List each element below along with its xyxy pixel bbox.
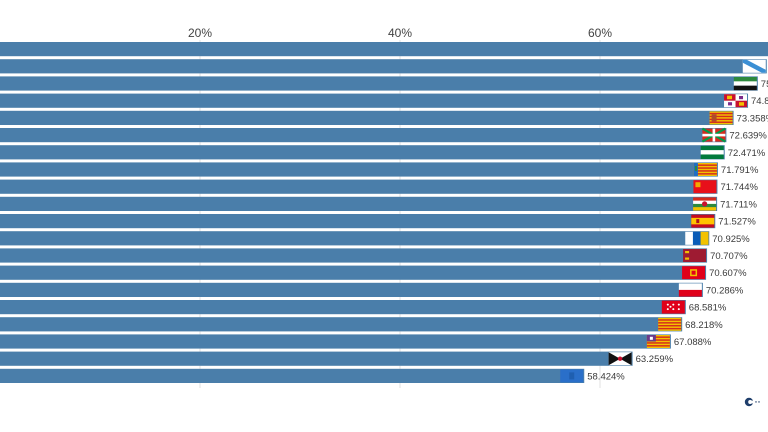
bar-1 [0,42,768,57]
baleares-flag-icon [646,335,670,348]
bar-7 [0,145,725,160]
cantabria-flag-icon [678,283,702,297]
value-label: 72.639% [729,131,767,142]
value-label: 74.803% [751,96,768,107]
bar-16 [0,300,686,315]
x-axis: 20%40%60%80% [188,26,612,40]
madrid-flag-icon [661,300,685,314]
bars [0,42,768,383]
bar-13 [0,248,708,263]
andalucia-flag-icon [700,145,724,159]
ceuta-flag-icon [608,352,632,366]
value-label: 70.286% [706,285,744,296]
castilla-la-mancha-flag-icon [693,180,717,194]
value-labels: 80.097%76.677%75.781%74.803%73.358%72.63… [587,79,768,382]
value-label: 71.527% [718,217,756,228]
value-label: 75.781% [761,79,768,90]
melilla-flag-icon [560,369,584,383]
value-label: 70.607% [709,268,747,279]
cataluna-flag-icon [658,317,682,331]
value-label: 63.259% [636,354,674,365]
bar-18 [0,334,671,349]
navarra-flag-icon [682,266,706,280]
bar-5 [0,110,734,125]
value-label: 68.218% [685,320,723,331]
bar-14 [0,265,707,280]
bar-10 [0,196,718,211]
bar-19 [0,351,633,366]
value-label: 70.707% [710,251,748,262]
bar-12 [0,231,710,246]
la-rioja-flag-icon [693,197,717,211]
castilla-y-leon-flag-icon [724,94,748,108]
bar-2 [0,59,767,74]
value-label: 72.471% [728,148,766,159]
x-tick-label: 40% [388,26,412,40]
bar-9 [0,179,718,194]
extremadura-flag-icon [733,77,757,91]
brand-logo-icon [744,397,760,407]
galicia-flag-icon [742,59,766,73]
value-label: 71.744% [720,182,758,193]
bar-8 [0,162,718,177]
bar-11 [0,214,716,229]
bar-6 [0,128,727,143]
bar-15 [0,282,703,297]
value-label: 70.925% [712,234,750,245]
bar-4 [0,93,749,108]
x-tick-label: 20% [188,26,212,40]
x-tick-label: 60% [588,26,612,40]
bar-17 [0,317,683,332]
value-label: 71.791% [721,165,759,176]
aragon-flag-icon [709,111,733,125]
bar-20 [0,368,585,383]
value-label: 67.088% [674,337,712,348]
comunidad-valenciana-flag-icon [693,163,717,176]
bar-3 [0,76,758,91]
canarias-flag-icon [685,231,709,245]
value-label: 68.581% [689,303,727,314]
value-label: 58.424% [587,371,625,382]
pais-vasco-flag-icon [701,127,726,143]
value-label: 71.711% [720,199,757,210]
flags [560,59,766,383]
spain-flag-icon [691,214,715,228]
value-label: 73.358% [737,113,768,124]
murcia-flag-icon [683,249,707,262]
